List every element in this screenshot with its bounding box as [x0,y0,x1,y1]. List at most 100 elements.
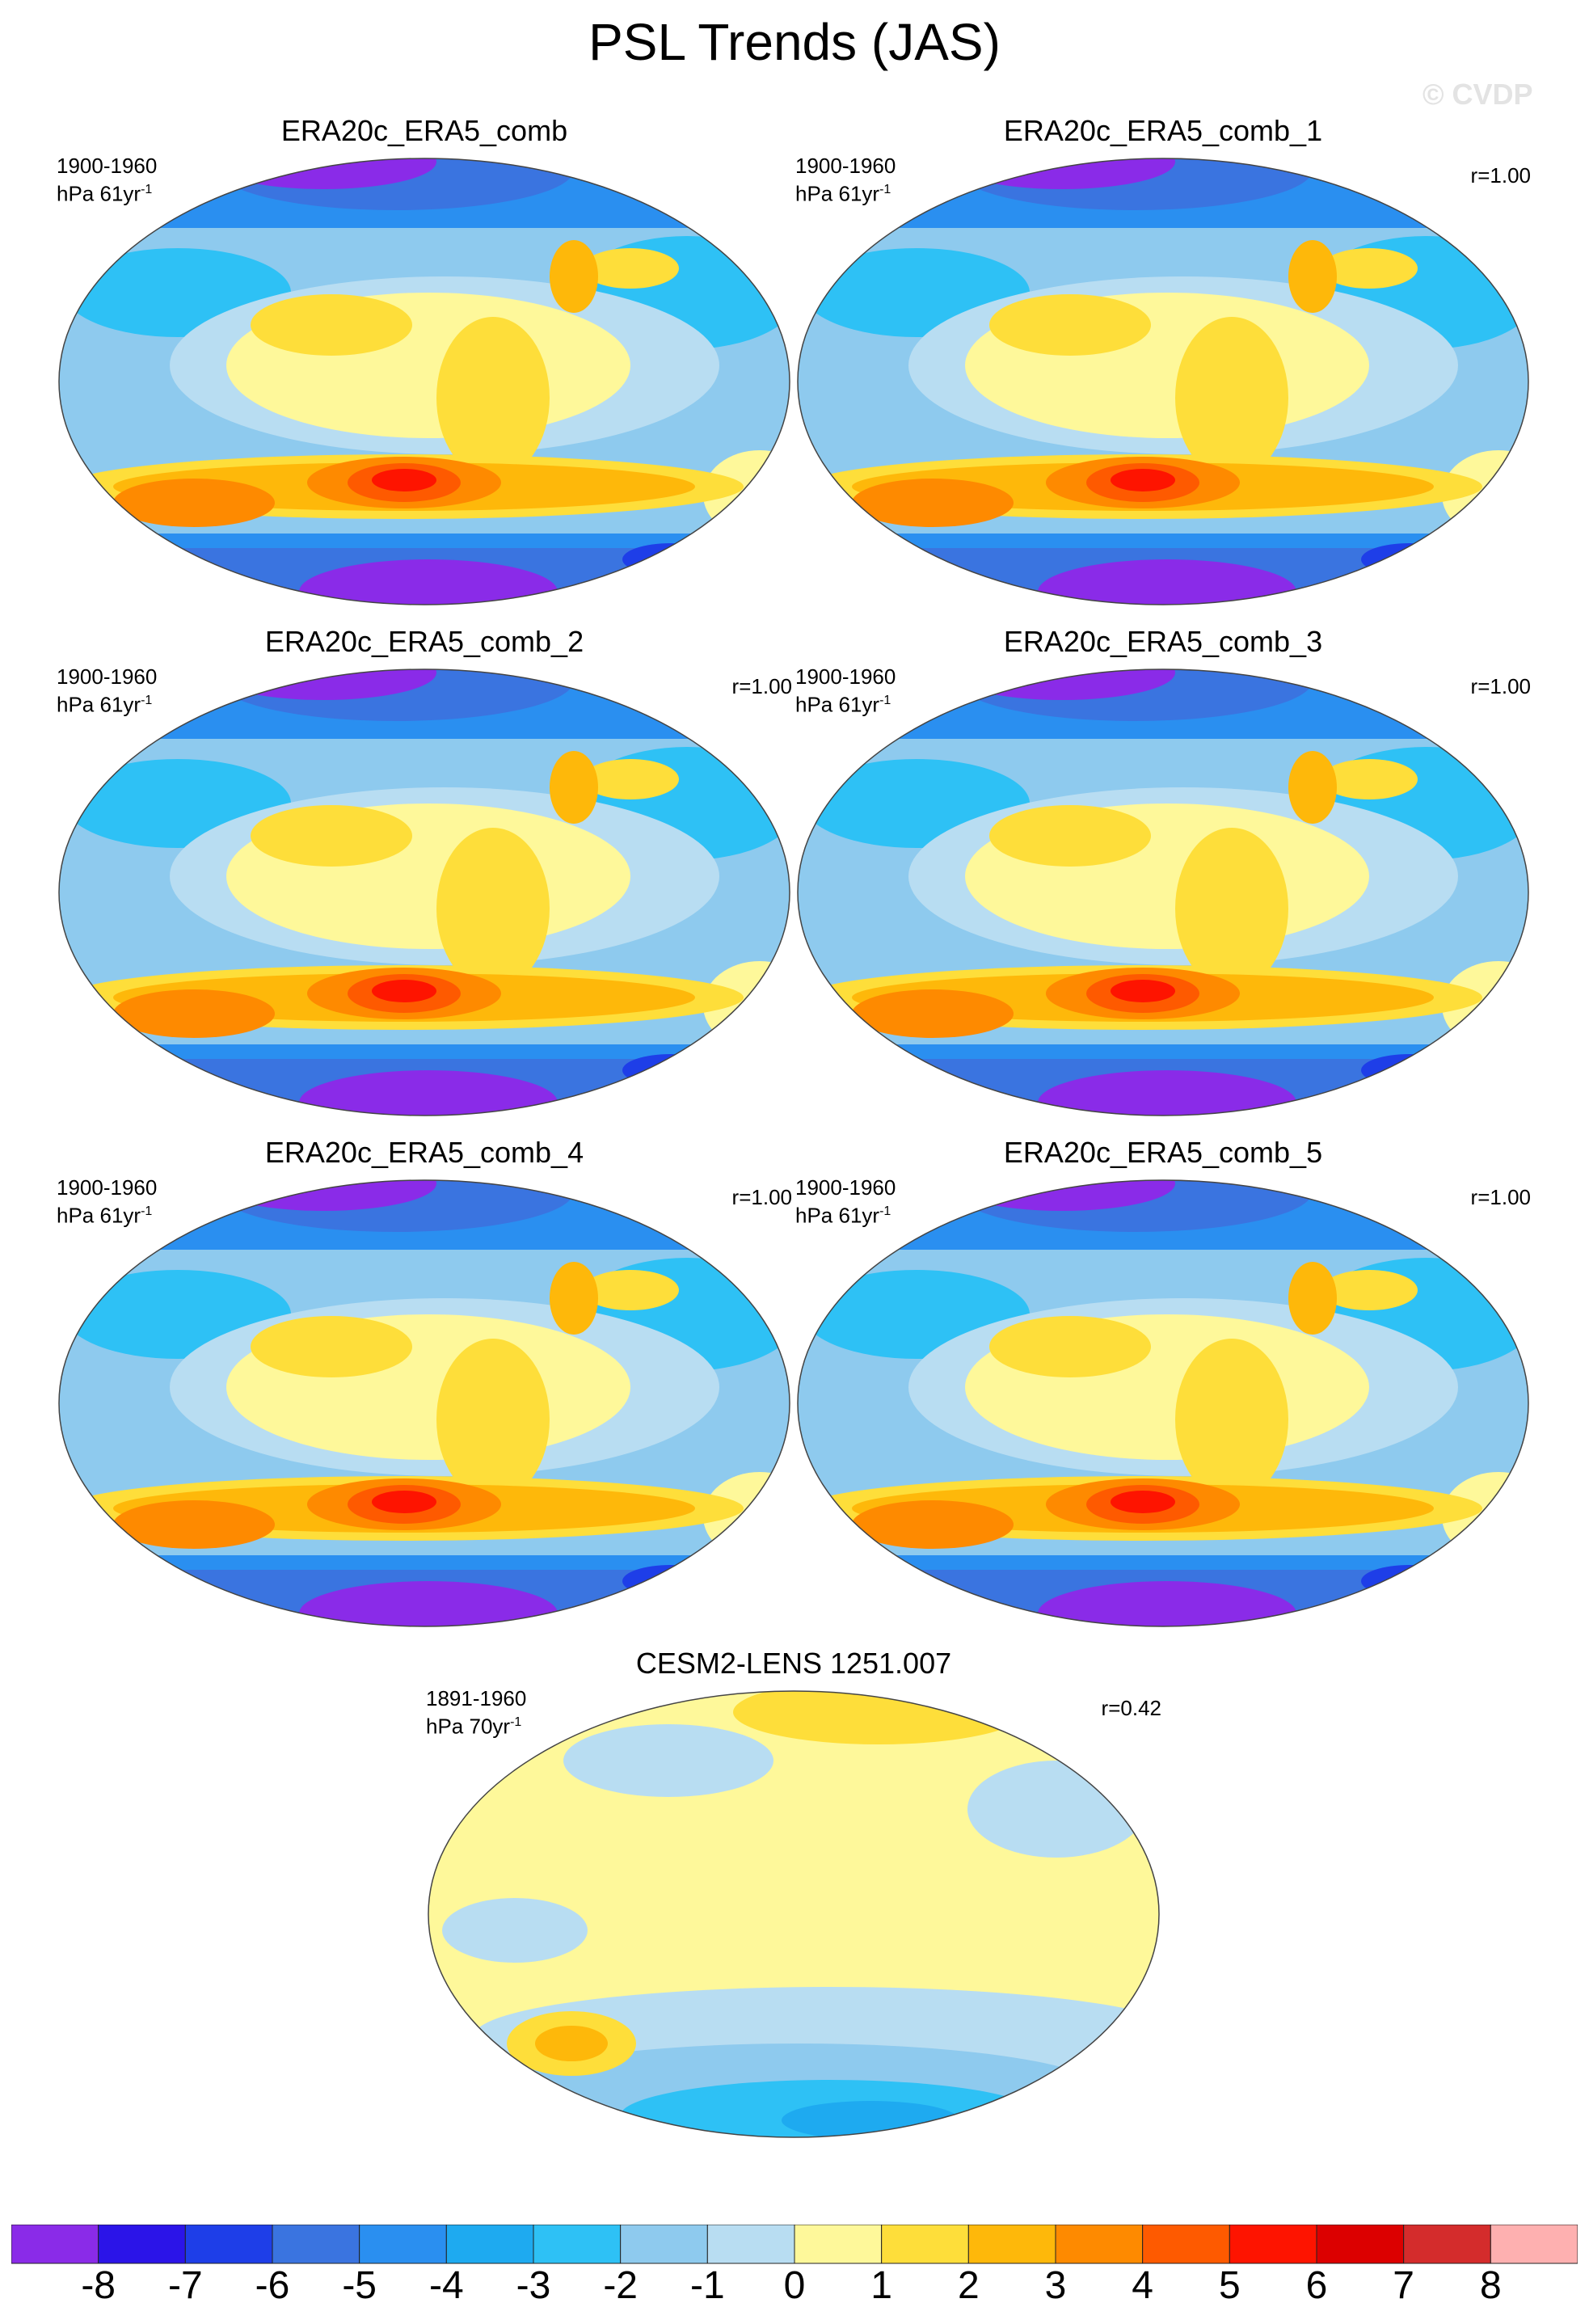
map-contour [251,805,412,867]
watermark: © CVDP [1423,78,1533,111]
page-title: PSL Trends (JAS) [588,13,1001,71]
map-contour [113,1500,275,1549]
colorbar [11,2225,1578,2264]
map-contour [622,1565,719,1597]
panel-units: hPa 61yr-1 [57,1203,153,1228]
map-contour [1361,543,1458,576]
map-contour [852,479,1014,527]
map-contour [582,759,679,799]
map-contour [1111,1491,1175,1513]
map-field [428,1691,1159,2137]
map-panel: ERA20c_ERA5_comb 1900-1960 hPa 61yr-1 [57,113,792,614]
panel-period: 1900-1960 [57,154,158,178]
panel-title: ERA20c_ERA5_comb_3 [1003,625,1323,658]
colorbar-label: -7 [167,2264,203,2307]
panel-period: 1900-1960 [57,664,158,689]
map-contour [852,989,1014,1038]
colorbar-swatch [184,2225,273,2264]
map-contour [1361,1054,1458,1086]
colorbar-swatch [1403,2225,1491,2264]
trend-map [428,1690,1160,2138]
panel-period: 1900-1960 [795,154,896,178]
map-contour [1038,1581,1296,1626]
panel-units: hPa 61yr-1 [795,1203,891,1228]
colorbar-swatch [533,2225,622,2264]
map-field [798,158,1528,605]
map-outline [797,158,1529,605]
colorbar-label: 2 [957,2264,980,2307]
map-contour [550,1262,598,1335]
map-contour [563,1724,773,1797]
colorbar-swatch [1229,2225,1317,2264]
colorbar-label: -4 [428,2264,464,2307]
trend-map [58,1179,790,1627]
panel-title: ERA20c_ERA5_comb_5 [1003,1136,1323,1169]
map-panel: ERA20c_ERA5_comb_5 1900-1960 hPa 61yr-1 r=1… [795,1135,1531,1636]
map-field [59,669,790,1116]
panel-correlation: r=1.00 [1470,163,1531,188]
panel-correlation: r=1.00 [731,1185,792,1209]
map-panel: ERA20c_ERA5_comb_4 1900-1960 hPa 61yr-1 r=1… [57,1135,792,1636]
map-contour [1111,469,1175,491]
map-contour [59,1044,790,1061]
map-panel: ERA20c_ERA5_comb_3 1900-1960 hPa 61yr-1 r=1… [795,624,1531,1125]
map-contour [1038,559,1296,605]
map-contour [798,1044,1528,1061]
map-contour [372,469,436,491]
map-outline [797,1179,1529,1627]
colorbar-swatch [794,2225,883,2264]
map-panel: ERA20c_ERA5_comb_2 1900-1960 hPa 61yr-1 r=1… [57,624,792,1125]
colorbar-label: -2 [603,2264,638,2307]
panel-units: hPa 61yr-1 [57,181,153,206]
map-contour [1111,980,1175,1002]
colorbar-swatch [98,2225,186,2264]
colorbar-label: -1 [689,2264,725,2307]
map-contour [1175,828,1288,989]
panel-title: ERA20c_ERA5_comb [280,114,568,147]
map-contour [1175,1339,1288,1500]
trend-map [58,158,790,605]
panel-period: 1900-1960 [795,664,896,689]
colorbar-label: -3 [516,2264,551,2307]
colorbar-swatch [11,2225,99,2264]
map-contour [967,1761,1145,1858]
map-panel: CESM2-LENS 1251.007 1891-1960 hPa 70yr-1 r=… [426,1646,1161,2147]
map-contour [550,240,598,313]
map-outline [428,1690,1160,2138]
trend-map [797,158,1529,605]
map-contour [442,1898,588,1963]
map-contour [1321,1270,1418,1310]
map-contour [622,1054,719,1086]
map-contour [550,751,598,824]
panel-title: ERA20c_ERA5_comb_2 [264,625,584,658]
map-contour [1038,1070,1296,1116]
colorbar-swatch [881,2225,969,2264]
map-contour [798,534,1528,550]
panel-correlation: r=1.00 [1470,1185,1531,1209]
colorbar-label: -8 [81,2264,116,2307]
map-contour [852,1500,1014,1549]
map-contour [582,1270,679,1310]
colorbar-label: 4 [1132,2264,1153,2307]
map-outline [58,1179,790,1627]
map-contour [436,317,550,479]
map-contour [1361,1565,1458,1597]
map-contour [299,559,558,605]
map-contour [299,1581,558,1626]
map-contour [1288,1262,1337,1335]
map-contour [436,828,550,989]
colorbar-swatch [1055,2225,1144,2264]
colorbar-swatch [1490,2225,1578,2264]
colorbar-swatch [620,2225,708,2264]
colorbar-label: 6 [1305,2264,1328,2307]
colorbar-label: 1 [870,2264,892,2307]
colorbar-swatch [967,2225,1056,2264]
colorbar-swatch [706,2225,795,2264]
colorbar-swatch [359,2225,447,2264]
panel-correlation: r=1.00 [731,674,792,698]
map-contour [113,479,275,527]
map-panel: ERA20c_ERA5_comb_1 1900-1960 hPa 61yr-1 r=1… [795,113,1531,614]
colorbar-labels: -8 -7 -6 -5 -4 -3 -2 -1 0 1 2 3 4 5 6 7 8 [0,2263,1589,2312]
map-contour [372,1491,436,1513]
map-contour [1288,240,1337,313]
